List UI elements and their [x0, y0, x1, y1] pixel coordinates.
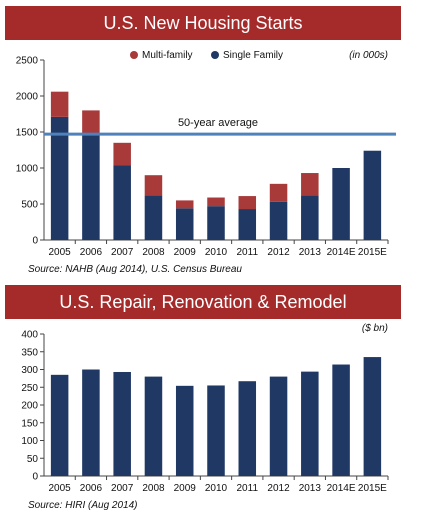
- x-tick-label: 2011: [237, 483, 259, 494]
- bar-single-family-2010: [207, 206, 225, 240]
- x-tick-label: 2014E: [327, 247, 356, 258]
- x-tick-label: 2007: [111, 483, 134, 494]
- x-tick-label: 2012: [267, 247, 290, 258]
- y-tick-label: 1500: [16, 128, 39, 139]
- bar-value-2010: [207, 385, 225, 476]
- bar-single-family-2009: [175, 208, 194, 240]
- remodel-chart: 0 50 100 150 200 250 300 350 400 2005 2006 2007 2008…: [21, 323, 389, 494]
- y-tick-label: 500: [21, 200, 38, 211]
- bar-single-family-2006: [82, 134, 100, 240]
- bar-multi-family-2013: [301, 173, 319, 196]
- y-tick-label: 400: [21, 330, 38, 341]
- housing-starts-chart: 0 500 1000 1500 2000 2500 2005 2006 2007 2008 2009…: [16, 50, 396, 258]
- bar-multi-family-2008: [144, 175, 163, 196]
- y-tick-label: 1000: [16, 164, 39, 175]
- y-tick-label: 350: [21, 347, 38, 358]
- y-tick-label: 0: [32, 236, 38, 247]
- x-tick-label: 2011: [237, 247, 259, 258]
- bar-value-2013: [301, 371, 319, 476]
- bar-value-2006: [82, 369, 100, 476]
- x-tick-label: 2008: [142, 483, 165, 494]
- bar-multi-family-2012: [269, 183, 288, 202]
- remodel-source: Source: HIRI (Aug 2014): [28, 500, 138, 511]
- bar-value-2007: [113, 371, 131, 476]
- bar-multi-family-2005: [50, 91, 69, 117]
- bar-single-family-2015E: [363, 150, 382, 240]
- bar-value-2012: [269, 376, 288, 476]
- x-tick-label: 2010: [205, 247, 228, 258]
- fifty-year-average-label: 50-year average: [178, 117, 258, 129]
- bar-value-2015E: [363, 357, 382, 476]
- bar-single-family-2008: [144, 195, 163, 240]
- bar-value-2009: [175, 385, 194, 476]
- y-tick-label: 2500: [16, 56, 39, 67]
- y-tick-label: 300: [21, 365, 38, 376]
- y-tick-label: 0: [32, 472, 38, 483]
- unit-note: (in 000s): [349, 50, 388, 61]
- bar-single-family-2013: [301, 195, 319, 240]
- x-tick-label: 2013: [299, 247, 322, 258]
- x-tick-label: 2012: [267, 483, 290, 494]
- y-tick-label: 250: [21, 383, 38, 394]
- bar-multi-family-2009: [175, 200, 194, 209]
- housing-starts-title: U.S. New Housing Starts: [5, 6, 401, 40]
- housing-starts-source: Source: NAHB (Aug 2014), U.S. Census Bur…: [28, 264, 242, 275]
- bar-single-family-2014E: [332, 168, 350, 240]
- y-tick-label: 200: [21, 401, 38, 412]
- remodel-title: U.S. Repair, Renovation & Remodel: [5, 285, 401, 319]
- bar-multi-family-2006: [82, 110, 100, 135]
- x-tick-label: 2006: [80, 483, 103, 494]
- y-tick-label: 150: [21, 418, 38, 429]
- legend-multi-family-swatch: [130, 51, 138, 59]
- legend-multi-family-label: Multi-family: [142, 50, 193, 61]
- y-tick-label: 2000: [16, 92, 39, 103]
- bar-value-2014E: [332, 364, 350, 476]
- y-tick-label: 100: [21, 436, 38, 447]
- bar-value-2011: [238, 381, 257, 476]
- x-tick-label: 2005: [49, 483, 72, 494]
- bar-value-2005: [50, 374, 69, 476]
- x-tick-label: 2009: [174, 483, 197, 494]
- unit-note: ($ bn): [362, 323, 388, 334]
- x-tick-label: 2008: [142, 247, 165, 258]
- bar-single-family-2012: [269, 201, 288, 240]
- x-tick-label: 2009: [174, 247, 197, 258]
- bar-multi-family-2010: [207, 197, 225, 207]
- x-tick-label: 2005: [49, 247, 72, 258]
- x-tick-label: 2014E: [327, 483, 356, 494]
- y-tick-label: 50: [27, 454, 39, 465]
- legend-single-family-label: Single Family: [223, 50, 283, 61]
- x-tick-label: 2007: [111, 247, 134, 258]
- bar-single-family-2005: [50, 116, 69, 240]
- bar-value-2008: [144, 376, 163, 476]
- legend-single-family-swatch: [211, 51, 219, 59]
- bar-multi-family-2011: [238, 196, 257, 210]
- x-tick-label: 2010: [205, 483, 228, 494]
- x-tick-label: 2015E: [358, 247, 387, 258]
- bar-multi-family-2007: [113, 142, 131, 166]
- x-tick-label: 2013: [299, 483, 322, 494]
- x-tick-label: 2015E: [358, 483, 387, 494]
- x-tick-label: 2006: [80, 247, 103, 258]
- bar-single-family-2007: [113, 165, 131, 240]
- bar-single-family-2011: [238, 209, 257, 240]
